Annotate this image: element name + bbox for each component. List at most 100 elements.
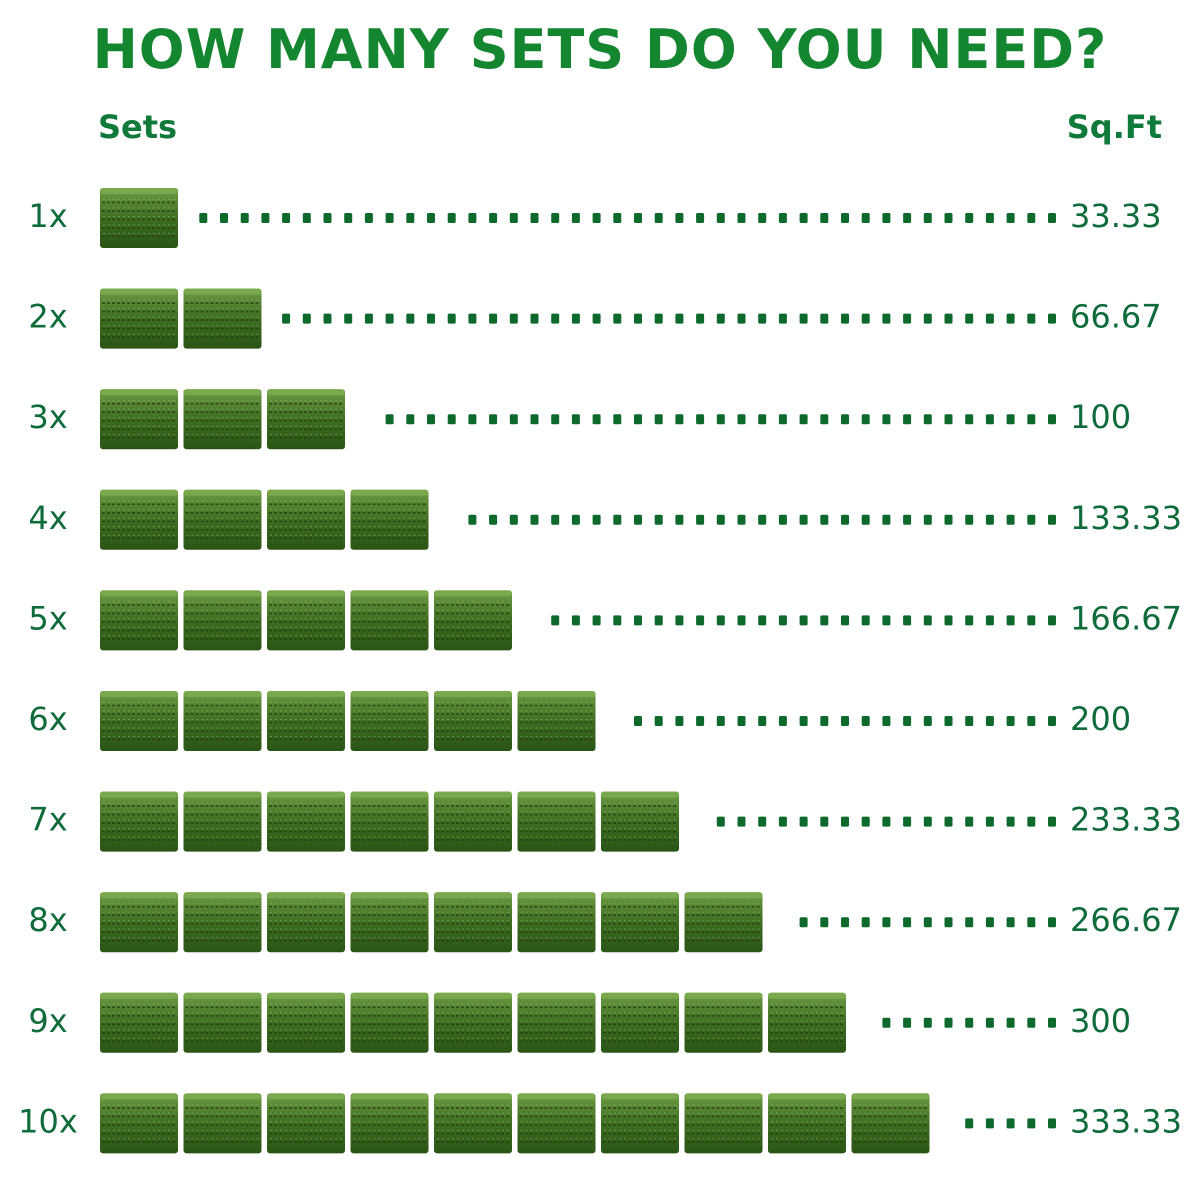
leader-dot xyxy=(820,716,829,726)
turf-tile xyxy=(434,892,512,953)
leader-dot xyxy=(1048,414,1056,425)
turf-tile xyxy=(100,590,178,651)
sets-label: 3x xyxy=(28,398,67,436)
leader-dot xyxy=(592,615,601,626)
leader-dot xyxy=(944,313,953,324)
leader-dot xyxy=(841,213,849,223)
leader-dot xyxy=(965,716,974,726)
leader-dot xyxy=(716,716,725,726)
sqft-value: 66.67 xyxy=(1070,298,1162,336)
leader-dot xyxy=(965,1017,974,1028)
leader-dot xyxy=(965,313,974,324)
chart-row: 8x 266.67 xyxy=(28,892,1182,953)
leader-dot xyxy=(675,514,684,525)
leader-dot xyxy=(716,414,725,425)
leader-dot xyxy=(468,313,477,324)
leader-dot xyxy=(675,313,684,324)
turf-tile xyxy=(183,992,262,1053)
leader-dot xyxy=(1048,213,1056,223)
leader-dot xyxy=(985,1118,994,1129)
leader-dot xyxy=(903,213,912,223)
sqft-value: 133.33 xyxy=(1070,499,1182,537)
chart-row: 1x 33.33 xyxy=(28,188,1162,248)
leader-dot xyxy=(820,514,829,525)
leader-dot xyxy=(944,816,953,827)
turf-tile xyxy=(183,288,262,349)
leader-dot xyxy=(282,213,291,223)
leader-dot xyxy=(985,716,994,726)
leader-dot xyxy=(385,213,394,223)
turf-tile xyxy=(267,1093,345,1154)
leader-dot xyxy=(778,816,787,827)
leader-dot xyxy=(882,615,891,626)
turf-tile xyxy=(434,590,512,651)
leader-dot xyxy=(882,816,891,827)
leader-dot xyxy=(592,414,601,425)
leader-dot xyxy=(861,917,870,928)
leader-dot xyxy=(758,514,767,525)
leader-dot xyxy=(654,514,663,525)
leader-dot xyxy=(820,917,829,928)
leader-dot xyxy=(944,414,953,425)
turf-tile xyxy=(183,1093,262,1154)
turf-tile xyxy=(517,691,596,751)
turf-tile xyxy=(183,691,262,751)
leader-dot xyxy=(716,816,725,827)
turf-tile xyxy=(684,892,763,953)
leader-dot xyxy=(364,213,373,223)
leader-dot xyxy=(406,313,415,324)
leader-dot xyxy=(551,313,560,324)
turf-tile xyxy=(100,791,178,852)
turf-tile xyxy=(768,1093,846,1154)
turf-tile xyxy=(768,992,846,1053)
leader-dot xyxy=(406,213,415,223)
chart-row: 10x 333.33 xyxy=(18,1093,1182,1154)
chart-row: 6x 200 xyxy=(28,691,1131,751)
leader-dot xyxy=(882,716,891,726)
leader-dot xyxy=(778,615,787,626)
leader-dot xyxy=(1027,1017,1036,1028)
sets-label: 5x xyxy=(28,599,67,637)
turf-tile xyxy=(350,791,429,852)
leader-dot xyxy=(240,213,249,223)
leader-dot xyxy=(737,615,746,626)
leader-dot xyxy=(903,313,912,324)
turf-tile xyxy=(183,892,262,953)
leader-dot xyxy=(820,816,829,827)
leader-dot xyxy=(571,313,580,324)
leader-dot xyxy=(530,213,539,223)
leader-dot xyxy=(903,514,912,525)
leader-dot xyxy=(841,313,849,324)
leader-dot xyxy=(716,514,725,525)
leader-dot xyxy=(965,514,974,525)
leader-dot xyxy=(903,716,912,726)
leader-dot xyxy=(799,313,808,324)
leader-dot xyxy=(613,213,622,223)
leader-dot xyxy=(364,313,373,324)
leader-dot xyxy=(985,816,994,827)
turf-tile xyxy=(601,1093,679,1154)
leader-dot xyxy=(509,514,518,525)
leader-dot xyxy=(944,1017,953,1028)
leader-dot xyxy=(1048,313,1056,324)
leader-dot xyxy=(841,716,849,726)
leader-dot xyxy=(758,213,767,223)
leader-dot xyxy=(903,615,912,626)
leader-dot xyxy=(696,716,705,726)
leader-dot xyxy=(1006,615,1015,626)
turf-tile xyxy=(267,892,345,953)
leader-dot xyxy=(737,816,746,827)
leader-dot xyxy=(820,213,829,223)
leader-dot xyxy=(737,313,746,324)
turf-tile xyxy=(267,791,345,852)
leader-dot xyxy=(944,514,953,525)
leader-dot xyxy=(903,917,912,928)
leader-dot xyxy=(447,213,456,223)
sqft-value: 233.33 xyxy=(1070,801,1182,839)
leader-dot xyxy=(344,213,353,223)
leader-dot xyxy=(778,514,787,525)
leader-dot xyxy=(799,514,808,525)
leader-dot xyxy=(1048,917,1056,928)
leader-dot xyxy=(882,414,891,425)
leader-dot xyxy=(634,414,642,425)
